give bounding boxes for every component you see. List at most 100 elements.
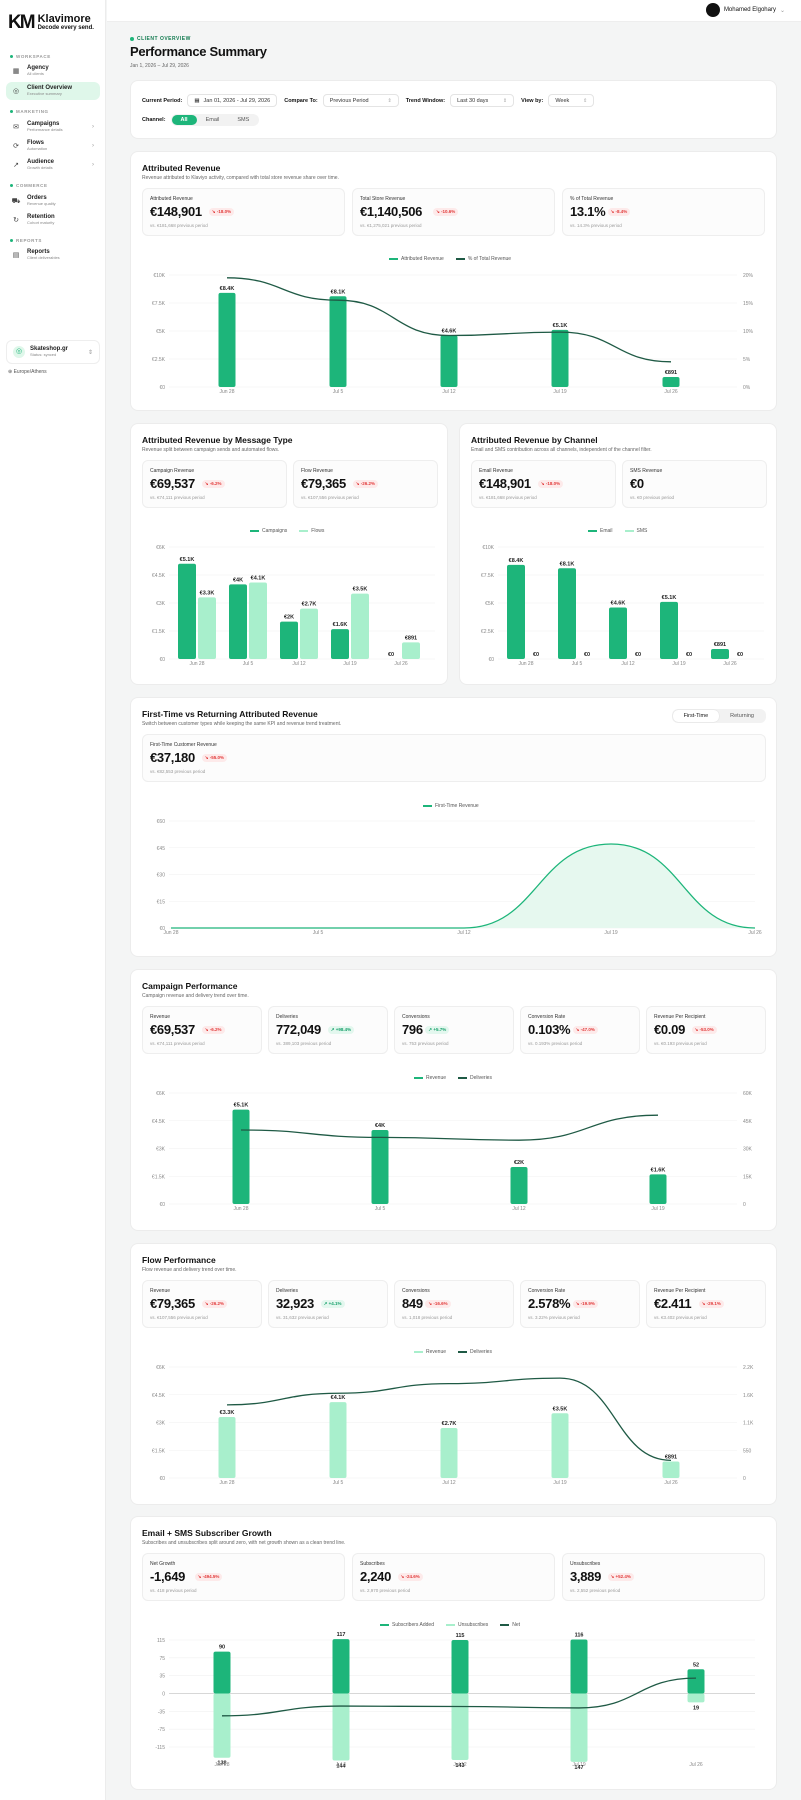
kpi-label: Revenue <box>150 1014 171 1020</box>
y-tick-label: €3K <box>156 1147 166 1153</box>
y-tick-label: -75 <box>158 1727 165 1733</box>
bar-value-label: €1.6K <box>651 1167 666 1173</box>
kpi-value: 0.103% <box>528 1022 571 1037</box>
kpi-delta: -8.4% <box>615 209 628 214</box>
kpi-card: Conversions 849 ↘ -16.6% vs. 1,018 previous… <box>394 1280 514 1328</box>
sidebar-item-orders[interactable]: ⛟ Orders Revenue quality <box>6 192 100 210</box>
sidebar-item-audience[interactable]: ↗ Audience Growth details › <box>6 156 100 174</box>
y-tick-label: €1.5K <box>152 1174 166 1180</box>
compare-select[interactable]: Previous Period ⇕ <box>322 94 399 107</box>
legend-item: First-Time Revenue <box>423 803 479 809</box>
bar-value-label: 147 <box>574 1765 583 1771</box>
bar-value-label: €8.4K <box>220 286 235 292</box>
x-tick-label: Jun 28 <box>214 1762 229 1768</box>
brand-logo[interactable]: KM Klavimore Decode every send. <box>8 12 94 34</box>
bar <box>551 329 569 387</box>
user-name: Mohamed Elgohary <box>723 7 776 13</box>
bar-value-label: €0 <box>635 652 641 658</box>
workspace-switcher[interactable]: ◎ Skateshop.gr Status: synced ⇕ <box>6 340 100 364</box>
kpi-label: Revenue <box>150 1288 171 1294</box>
kpi-label: Deliveries <box>276 1014 298 1020</box>
trend-window-select[interactable]: Last 30 days ⇕ <box>450 94 515 107</box>
sidebar-item-retention[interactable]: ↻ Retention Cohort maturity <box>6 211 100 229</box>
chevron-right-icon: › <box>92 143 94 149</box>
kpi-delta-badge: ↘ -494.5% <box>194 1573 223 1581</box>
x-tick-label: Jul 5 <box>313 930 324 936</box>
current-period-picker[interactable]: ▦ Jan 01, 2026 - Jul 29, 2026 <box>187 94 278 107</box>
y-tick-label: -115 <box>155 1745 165 1751</box>
workspace-icon: ◎ <box>13 346 25 358</box>
view-by-select[interactable]: Week ⇕ <box>548 94 595 107</box>
kpi-delta-badge: ↗ +5.7% <box>425 1026 450 1034</box>
nav-label: Flows <box>27 140 45 147</box>
chart-legend: Subscribers Added Unsubscribes Net <box>380 1622 520 1628</box>
y-tick-label: €5K <box>485 601 495 607</box>
x-tick-label: Jul 5 <box>333 1480 344 1486</box>
y-tick-label: €0 <box>159 657 165 663</box>
bar <box>218 1416 236 1478</box>
kpi-delta: -6.2% <box>209 1027 222 1032</box>
trend-down-icon: ↘ <box>575 1301 580 1306</box>
bar-value-label: €2K <box>514 1160 524 1166</box>
legend-item: Deliveries <box>458 1349 492 1355</box>
series-line <box>226 277 672 363</box>
channel-sms-tab[interactable]: SMS <box>237 117 250 123</box>
x-tick-label: Jul 26 <box>723 661 737 667</box>
brand-name: Klavimore <box>37 12 91 25</box>
kpi-label: SMS Revenue <box>630 468 663 474</box>
view-by-label: View by: <box>521 97 544 104</box>
kpi-label: Email Revenue <box>479 468 513 474</box>
card-title: Attributed Revenue by Channel <box>471 435 598 445</box>
y2-tick-label: 0% <box>743 385 751 391</box>
bar-value-label: €1.6K <box>333 622 348 628</box>
brand-tagline: Decode every send. <box>37 24 94 31</box>
kpi-card: Deliveries 32,923 ↗ +4.1% vs. 31,632 previo… <box>268 1280 388 1328</box>
sidebar-item-flows[interactable]: ⟳ Flows Automation › <box>6 137 100 155</box>
kpi-label: Deliveries <box>276 1288 298 1294</box>
kpi-value: 772,049 <box>276 1022 321 1037</box>
user-menu[interactable]: Mohamed Elgohary ⌄ <box>705 3 785 17</box>
kpi-label: First-Time Customer Revenue <box>150 742 217 748</box>
y2-tick-label: 45K <box>743 1119 753 1125</box>
trend-window-label: Trend Window: <box>405 97 446 104</box>
x-tick-label: Jun 28 <box>219 1480 234 1486</box>
y-tick-label: €30 <box>157 873 166 879</box>
kpi-card: Conversions 796 ↗ +5.7% vs. 753 previous pe… <box>394 1006 514 1054</box>
x-tick-label: Jul 19 <box>672 661 686 667</box>
sidebar-item-reports[interactable]: ▤ Reports Client deliverables <box>6 246 100 264</box>
kpi-card: Revenue Per Recipient €2.411 ↘ -29.1% vs. €… <box>646 1280 766 1328</box>
sidebar-item-agency[interactable]: ▦ Agency All clients <box>6 62 100 80</box>
channel-all-tab[interactable]: All <box>171 115 197 125</box>
legend-item: Unsubscribes <box>446 1622 488 1628</box>
returning-tab[interactable]: Returning <box>730 713 754 719</box>
x-tick-label: Jun 28 <box>518 661 533 667</box>
x-tick-label: Jun 28 <box>189 661 204 667</box>
trend-icon: ↗ <box>13 162 19 169</box>
bar-value-label: 116 <box>575 1633 584 1639</box>
bar <box>609 607 627 659</box>
chart-legend: Revenue Deliveries <box>414 1349 492 1355</box>
kpi-delta: +52.4% <box>615 1574 631 1579</box>
legend-item: Email <box>588 528 613 534</box>
kpi-delta-badge: ↘ -47.0% <box>572 1026 598 1034</box>
nav-sub: Growth details <box>27 164 53 170</box>
avatar <box>705 3 720 17</box>
kpi-card: Revenue €69,537 ↘ -6.2% vs. €74,111 previou… <box>142 1006 262 1054</box>
y2-tick-label: 2.2K <box>743 1365 754 1371</box>
chart-legend: Attributed Revenue % of Total Revenue <box>389 256 511 262</box>
sidebar-item-client-overview[interactable]: ◎ Client Overview Executive summary <box>6 82 100 100</box>
kpi-previous: vs. €181,668 previous period <box>150 223 208 228</box>
kpi-previous: vs. €0 previous period <box>630 495 675 500</box>
y-tick-label: €0 <box>488 657 494 663</box>
kpi-previous: vs. €107,556 previous period <box>150 1315 208 1320</box>
y-tick-label: €6K <box>156 1365 166 1371</box>
y-tick-label: €6K <box>156 1091 166 1097</box>
channel-email-tab[interactable]: Email <box>205 117 220 123</box>
kpi-previous: vs. 418 previous period <box>150 1588 197 1593</box>
kpi-card: Campaign Revenue €69,537 ↘ -6.2% vs. €74,11… <box>142 460 287 508</box>
kpi-label: % of Total Revenue <box>570 196 614 202</box>
first-time-tab[interactable]: First-Time <box>672 710 720 722</box>
legend-item: Attributed Revenue <box>389 256 444 262</box>
sidebar-item-campaigns[interactable]: ✉ Campaigns Performance details › <box>6 118 100 136</box>
y-tick-label: €7.5K <box>481 573 495 579</box>
